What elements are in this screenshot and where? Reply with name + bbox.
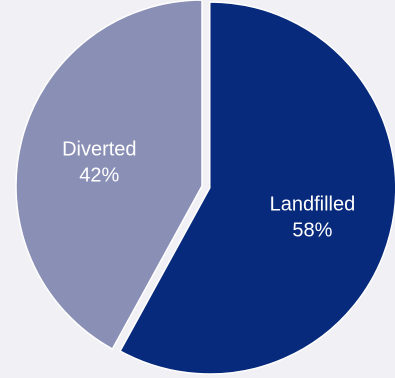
pie-slice-diverted	[15, 0, 203, 351]
slice-percent-diverted: 42%	[79, 165, 119, 187]
labels-layer: Landfilled 58% Diverted 42%	[62, 139, 355, 242]
pie-slice-landfilled	[119, 1, 395, 375]
slice-label-diverted: Diverted	[62, 139, 136, 161]
slice-label-landfilled: Landfilled	[270, 193, 356, 215]
slices-layer	[15, 0, 395, 375]
slice-percent-landfilled: 58%	[292, 219, 332, 241]
